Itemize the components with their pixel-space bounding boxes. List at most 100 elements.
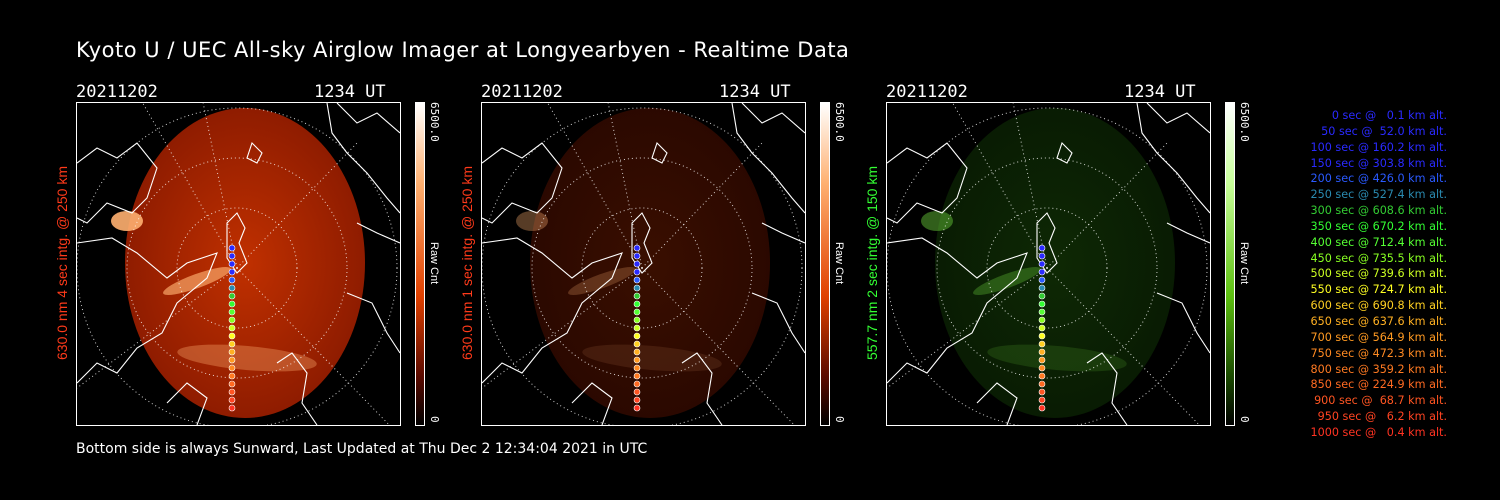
grid-circle [936, 157, 1158, 379]
trajectory-point [633, 324, 641, 332]
grid-circle [482, 107, 803, 425]
trajectory-point [633, 388, 641, 396]
legend-entry: 0 sec @ 0.1 km alt. [1331, 109, 1447, 122]
trajectory-point [1038, 284, 1046, 292]
trajectory-point [1038, 292, 1046, 300]
panel-ylabel: 630.0 nm 4 sec intg. @ 250 km [54, 166, 70, 360]
trajectory-point [228, 388, 236, 396]
legend-entry: 800 sec @ 359.2 km alt. [1310, 362, 1448, 376]
trajectory-point [633, 260, 641, 268]
colorbar-label: Raw Cnt [428, 242, 440, 285]
trajectory-point [633, 308, 641, 316]
aurora-arc [163, 267, 231, 295]
aurora-blob [516, 211, 548, 231]
sky-disk [125, 108, 365, 418]
trajectory-point [1038, 268, 1046, 276]
colorbar-max: 6500.0 [833, 102, 846, 142]
legend-entry: 600 sec @ 690.8 km alt. [1310, 299, 1448, 313]
trajectory-point [633, 340, 641, 348]
coastline [77, 142, 158, 224]
trajectory-point [633, 396, 641, 404]
grid-circle [77, 107, 398, 425]
legend-entry: 50 sec @ 52.0 km alt. [1321, 124, 1447, 138]
trajectory-point [633, 404, 641, 412]
legend-entry: 200 sec @ 426.0 km alt. [1310, 172, 1448, 186]
grid-circle [176, 207, 298, 329]
aurora-arc [987, 344, 1127, 372]
coastline [482, 142, 563, 224]
trajectory-point [633, 244, 641, 252]
aurora-blob [921, 211, 953, 231]
grid-circle [986, 207, 1108, 329]
grid-circle [581, 207, 703, 329]
aurora-arc [177, 344, 317, 372]
allsky-image [481, 102, 806, 426]
coastline [356, 222, 400, 244]
allsky-image [886, 102, 1211, 426]
image-panel-3: 20211202 1234 UT 557.7 nm 2 sec intg. @ … [864, 80, 1346, 440]
coastline [731, 103, 805, 214]
coastline [1136, 103, 1210, 214]
image-panel-2: 20211202 1234 UT 630.0 nm 1 sec intg. @ … [459, 80, 941, 440]
sky-disk [530, 108, 770, 418]
grid-circle [887, 107, 1208, 425]
grid-line [887, 267, 1048, 389]
trajectory-point [228, 324, 236, 332]
grid-line [1046, 142, 1168, 269]
coastline [1166, 222, 1210, 244]
legend-entry: 300 sec @ 608.6 km alt. [1310, 204, 1448, 218]
panel-time: 1234 UT [719, 82, 791, 102]
coastline [571, 382, 613, 425]
trajectory-point [228, 252, 236, 260]
trajectory-point [228, 300, 236, 308]
trajectory-point [228, 396, 236, 404]
coastline [976, 382, 1018, 425]
trajectory-point [633, 364, 641, 372]
trajectory-point [633, 292, 641, 300]
coastline [1036, 212, 1058, 274]
legend-entry: 700 sec @ 564.9 km alt. [1310, 330, 1448, 344]
grid-circle [126, 157, 348, 379]
trajectory-point [1038, 340, 1046, 348]
trajectory-point [633, 268, 641, 276]
coastline [631, 212, 653, 274]
coastline [761, 222, 805, 244]
trajectory-point [633, 372, 641, 380]
trajectory-point [1038, 372, 1046, 380]
coastline [1086, 352, 1128, 425]
trajectory-point [1038, 380, 1046, 388]
trajectory-point [633, 356, 641, 364]
trajectory-point [1038, 252, 1046, 260]
colorbar-max: 6500.0 [428, 102, 441, 142]
trajectory-point [1038, 364, 1046, 372]
trajectory-point [1038, 404, 1046, 412]
panel-date: 20211202 [481, 82, 563, 102]
trajectory-point [633, 284, 641, 292]
coastline [651, 141, 668, 164]
trajectory-point [228, 364, 236, 372]
trajectory-point [1038, 356, 1046, 364]
legend-entry: 350 sec @ 670.2 km alt. [1310, 219, 1448, 233]
trajectory-point [228, 284, 236, 292]
trajectory-point [633, 300, 641, 308]
colorbar [820, 102, 830, 426]
panel-ylabel: 557.7 nm 2 sec intg. @ 150 km [864, 166, 880, 360]
trajectory-point [1038, 260, 1046, 268]
coastline [336, 103, 400, 134]
trajectory-point [228, 260, 236, 268]
panel-date: 20211202 [76, 82, 158, 102]
trajectory-point [228, 268, 236, 276]
sky-disk [935, 108, 1175, 418]
coastline [346, 292, 400, 354]
trajectory-point [228, 316, 236, 324]
aurora-arc [973, 267, 1041, 295]
panel-ylabel: 630.0 nm 1 sec intg. @ 250 km [459, 166, 475, 360]
trajectory-point [228, 244, 236, 252]
trajectory-point [633, 252, 641, 260]
aurora-blob [111, 211, 143, 231]
trajectory-point [1038, 388, 1046, 396]
coastline [276, 352, 318, 425]
coastline [246, 141, 263, 164]
page-title: Kyoto U / UEC All-sky Airglow Imager at … [76, 38, 850, 62]
grid-line [142, 103, 238, 269]
